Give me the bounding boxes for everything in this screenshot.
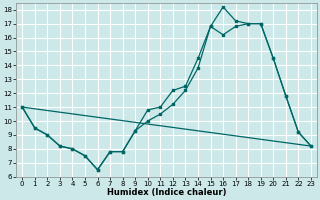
X-axis label: Humidex (Indice chaleur): Humidex (Indice chaleur): [107, 188, 226, 197]
